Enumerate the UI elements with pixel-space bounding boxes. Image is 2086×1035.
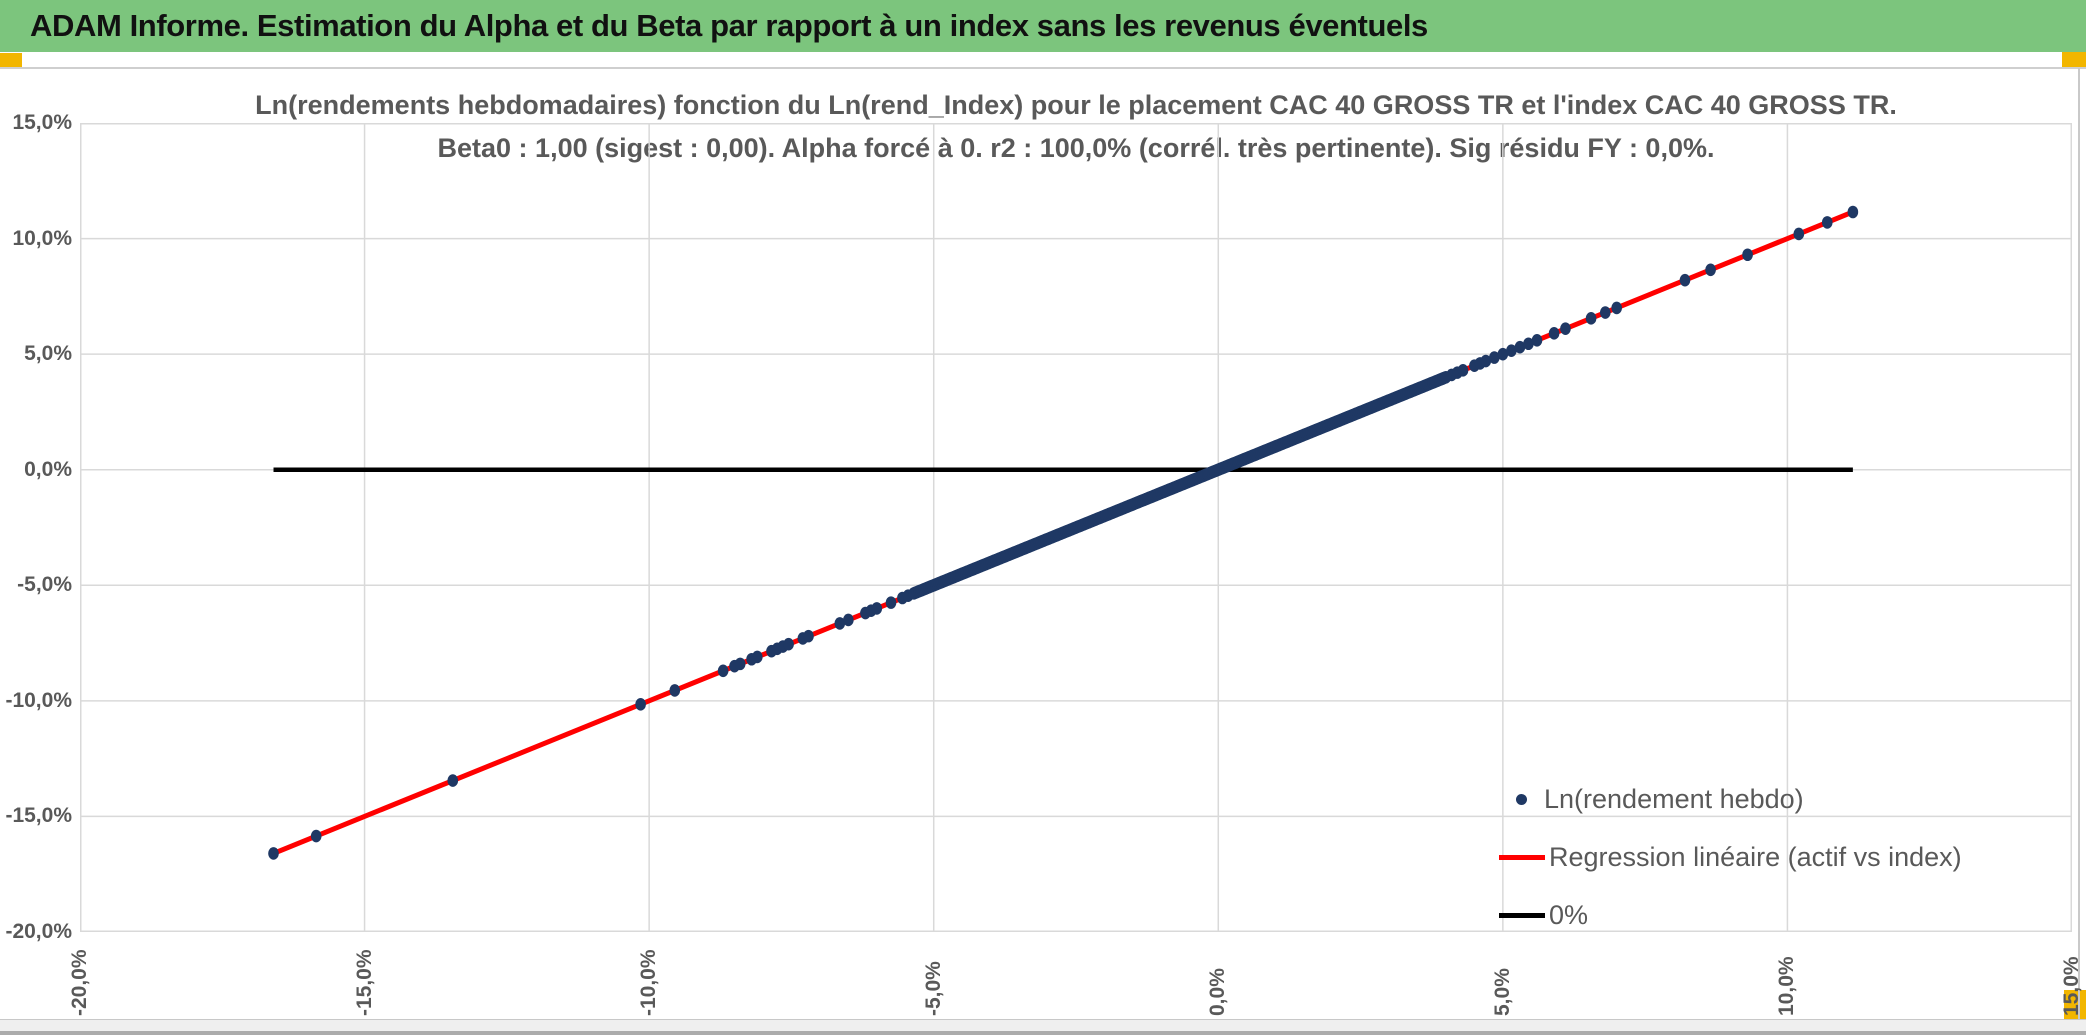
scatter-point <box>1497 347 1509 361</box>
corner-handle-bottom-right[interactable] <box>2064 990 2086 1020</box>
scatter-point <box>1705 263 1716 277</box>
legend-item-zero[interactable]: 0% <box>1499 900 1588 930</box>
scatter-point <box>1560 322 1571 336</box>
scatter-point <box>1480 354 1492 368</box>
scatter-point <box>1531 333 1543 347</box>
page-title: ADAM Informe. Estimation du Alpha et du … <box>30 8 1428 43</box>
scatter-point <box>268 847 279 860</box>
y-tick-label: -10,0% <box>5 688 72 712</box>
corner-handle-top-right[interactable] <box>2062 52 2086 68</box>
legend-item-regression[interactable]: Regression linéaire (actif vs index) <box>1499 842 1962 872</box>
y-tick-label: 15,0% <box>12 111 72 134</box>
x-tick-label: 15,0% <box>2060 956 2083 1016</box>
scatter-point <box>1847 205 1859 219</box>
scatter-point <box>717 664 729 678</box>
x-tick-label: -20,0% <box>68 949 91 1016</box>
scatter-point <box>871 602 883 615</box>
scatter-point <box>734 657 746 671</box>
scatter-point <box>783 637 794 651</box>
scatter-point <box>1585 312 1597 325</box>
chart-title-line1: Ln(rendements hebdomadaires) fonction du… <box>255 90 1897 120</box>
y-tick-label: -20,0% <box>5 920 72 943</box>
bottom-scroll-strip[interactable] <box>0 1019 2086 1032</box>
scatter-point <box>1548 327 1560 340</box>
scatter-point <box>843 613 854 627</box>
scatter-point <box>1600 306 1611 319</box>
legend-label: Ln(rendement hebdo) <box>1544 783 1804 814</box>
scatter-point <box>751 650 763 664</box>
legend-label: 0% <box>1549 899 1589 930</box>
scatter-point <box>1489 351 1500 364</box>
scatter-point <box>803 629 814 643</box>
scatter-point <box>310 829 322 843</box>
scatter-point <box>1821 216 1833 229</box>
scatter-point <box>1523 337 1534 351</box>
x-tick-label: -15,0% <box>352 949 376 1016</box>
x-tick-label: -5,0% <box>921 961 945 1016</box>
header-separator-line <box>0 67 2086 69</box>
x-tick-label: 10,0% <box>1775 956 1799 1016</box>
right-pane-border <box>2078 68 2080 1019</box>
scatter-point <box>669 684 681 697</box>
corner-handle-top-left[interactable] <box>0 53 22 67</box>
y-tick-label: -5,0% <box>17 573 72 597</box>
y-tick-label: 0,0% <box>24 457 72 481</box>
scatter-point <box>1514 340 1526 354</box>
x-tick-label: 5,0% <box>1490 968 1514 1016</box>
scatter-point <box>1506 344 1517 357</box>
scatter-point <box>635 698 646 711</box>
header-bar: ADAM Informe. Estimation du Alpha et du … <box>0 0 2086 52</box>
plot-border <box>80 123 2072 932</box>
legend-label: Regression linéaire (actif vs index) <box>1549 841 1962 872</box>
scatter-point <box>1457 364 1469 377</box>
legend-item-scatter[interactable]: Ln(rendement hebdo) <box>1494 784 1804 814</box>
legend-dot-icon <box>1516 793 1527 805</box>
y-tick-label: 5,0% <box>24 342 72 366</box>
scatter-point <box>1440 370 1452 384</box>
scatter-point <box>885 596 897 609</box>
scatter-point <box>447 774 459 787</box>
x-tick-label: 0,0% <box>1206 968 1230 1016</box>
x-tick-label: -10,0% <box>637 949 661 1016</box>
scatter-point <box>1679 273 1691 287</box>
scatter-point <box>1611 301 1622 315</box>
scatter-point <box>834 617 846 630</box>
legend-line-icon-black <box>1499 912 1545 918</box>
scatter-point <box>1793 227 1805 241</box>
bottom-window-bar <box>0 1031 2086 1035</box>
plot-area <box>80 123 2072 932</box>
scatter-point <box>1742 248 1753 262</box>
y-tick-label: -15,0% <box>5 804 72 828</box>
y-tick-label: 10,0% <box>12 226 72 250</box>
legend-line-icon-red <box>1499 854 1545 860</box>
